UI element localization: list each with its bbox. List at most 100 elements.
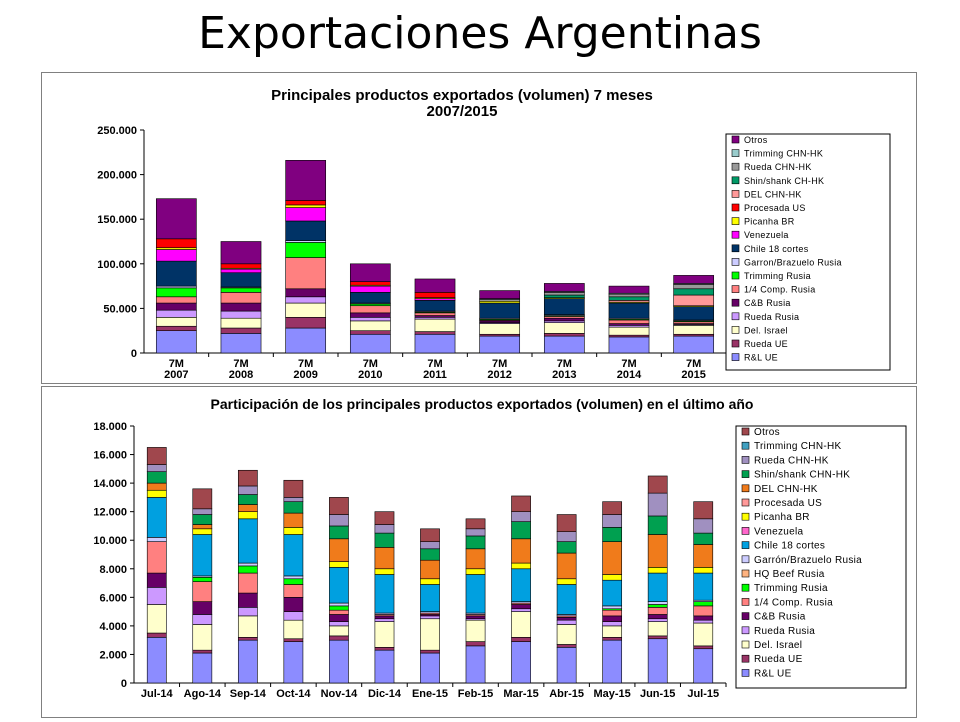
bar-segment (608, 296, 650, 301)
bar-segment (420, 559, 440, 580)
bar-segment (511, 538, 531, 564)
legend-label: Del. Israel (754, 640, 802, 651)
bar-segment (146, 632, 167, 638)
y-tick-label: 200.000 (97, 170, 137, 182)
legend-label: Rueda Rusia (754, 626, 815, 637)
bar-segment (602, 541, 623, 575)
bar-segment (511, 604, 531, 610)
bar-segment (155, 238, 197, 249)
bar-segment (647, 492, 668, 517)
chart-title: 2007/2015 (427, 103, 498, 120)
legend-swatch (741, 583, 750, 592)
bar-segment (220, 263, 262, 269)
legend-label: Garrón/Brazuelo Rusia (754, 555, 862, 566)
x-tick-label: Sep-14 (230, 688, 267, 700)
legend-swatch (741, 498, 750, 507)
bar-segment (349, 333, 391, 354)
bar-segment (647, 635, 668, 640)
bar-segment (556, 531, 577, 542)
bar-segment (602, 615, 623, 622)
x-tick-label: Dic-14 (368, 688, 402, 700)
legend-label: Venezuela (754, 526, 804, 537)
bar-segment (192, 524, 213, 530)
x-tick-label: 7M (363, 358, 378, 370)
bar-segment (693, 605, 714, 617)
bar-segment (146, 489, 167, 498)
legend-label: HQ Beef Rusia (754, 569, 825, 580)
bar-segment (285, 204, 327, 208)
bar-segment (647, 515, 668, 535)
bar-segment (511, 637, 531, 642)
bar-segment (220, 292, 262, 304)
bar-segment (146, 572, 167, 588)
bar-segment (374, 618, 395, 622)
slide-title: Exportaciones Argentinas (198, 8, 762, 59)
bar-segment (465, 619, 486, 642)
bar-segment (693, 501, 714, 520)
x-tick-label: 7M (298, 358, 313, 370)
legend-swatch (741, 456, 750, 464)
legend-label: Shin/shank CHN-HK (754, 470, 850, 481)
bar-segment (192, 577, 213, 582)
bar-segment (146, 471, 167, 484)
legend-label: Rueda CHN-HK (744, 162, 812, 172)
x-tick-label: Oct-14 (276, 688, 311, 700)
bar-segment (155, 330, 197, 354)
bar-segment (146, 604, 167, 634)
bar-segment (543, 283, 585, 292)
bar-segment (220, 272, 262, 288)
bar-segment (283, 619, 304, 640)
bar-segment (511, 611, 531, 638)
x-tick-label: 2013 (552, 369, 576, 381)
bar-segment (283, 479, 304, 498)
x-tick-label: Ene-15 (412, 688, 448, 700)
legend-swatch (731, 149, 740, 157)
bar-segment (374, 615, 395, 620)
x-tick-label: Nov-14 (321, 688, 359, 700)
bar-segment (285, 220, 327, 241)
y-tick-label: 10.000 (93, 535, 127, 547)
legend-box (725, 133, 891, 371)
bar-segment (647, 604, 668, 608)
legend-label: Otros (744, 135, 768, 145)
bar-segment (349, 305, 391, 314)
legend-swatch (731, 339, 740, 348)
legend-swatch (741, 470, 750, 478)
bar-segment (479, 335, 521, 354)
legend-swatch (741, 427, 750, 436)
legend-label: 1/4 Comp. Rusia (744, 285, 816, 295)
legend-label: Trimming Rusia (744, 271, 811, 281)
x-tick-label: Jul-15 (687, 688, 719, 700)
bar-segment (647, 572, 668, 602)
bar-segment (693, 572, 714, 601)
bar-segment (155, 249, 197, 262)
bar-segment (192, 488, 213, 510)
bar-segment (285, 160, 327, 201)
legend-label: DEL CHN-HK (744, 189, 802, 199)
x-tick-label: Jul-14 (141, 688, 174, 700)
bar-segment (414, 300, 456, 312)
bar-segment (283, 575, 304, 580)
legend-label: Del. Israel (744, 325, 788, 335)
bar-segment (237, 572, 258, 594)
bar-segment (693, 615, 714, 621)
bar-segment (602, 625, 623, 638)
bar-segment (511, 511, 531, 522)
bar-segment (237, 607, 258, 617)
bar-segment (192, 649, 213, 654)
legend-swatch (731, 312, 740, 321)
bar-segment (329, 609, 349, 615)
bar-segment (673, 294, 715, 307)
bar-segment (285, 296, 327, 304)
bar-segment (192, 508, 213, 515)
legend-label: Procesada US (744, 203, 806, 213)
bar-segment (349, 292, 391, 304)
bar-segment (146, 637, 167, 684)
bar-segment (673, 284, 715, 290)
bar-segment (511, 608, 531, 612)
x-tick-label: Feb-15 (458, 688, 493, 700)
bar-segment (237, 518, 258, 564)
legend-swatch (731, 258, 740, 266)
bar-segment (465, 574, 486, 614)
legend-swatch (741, 441, 750, 450)
